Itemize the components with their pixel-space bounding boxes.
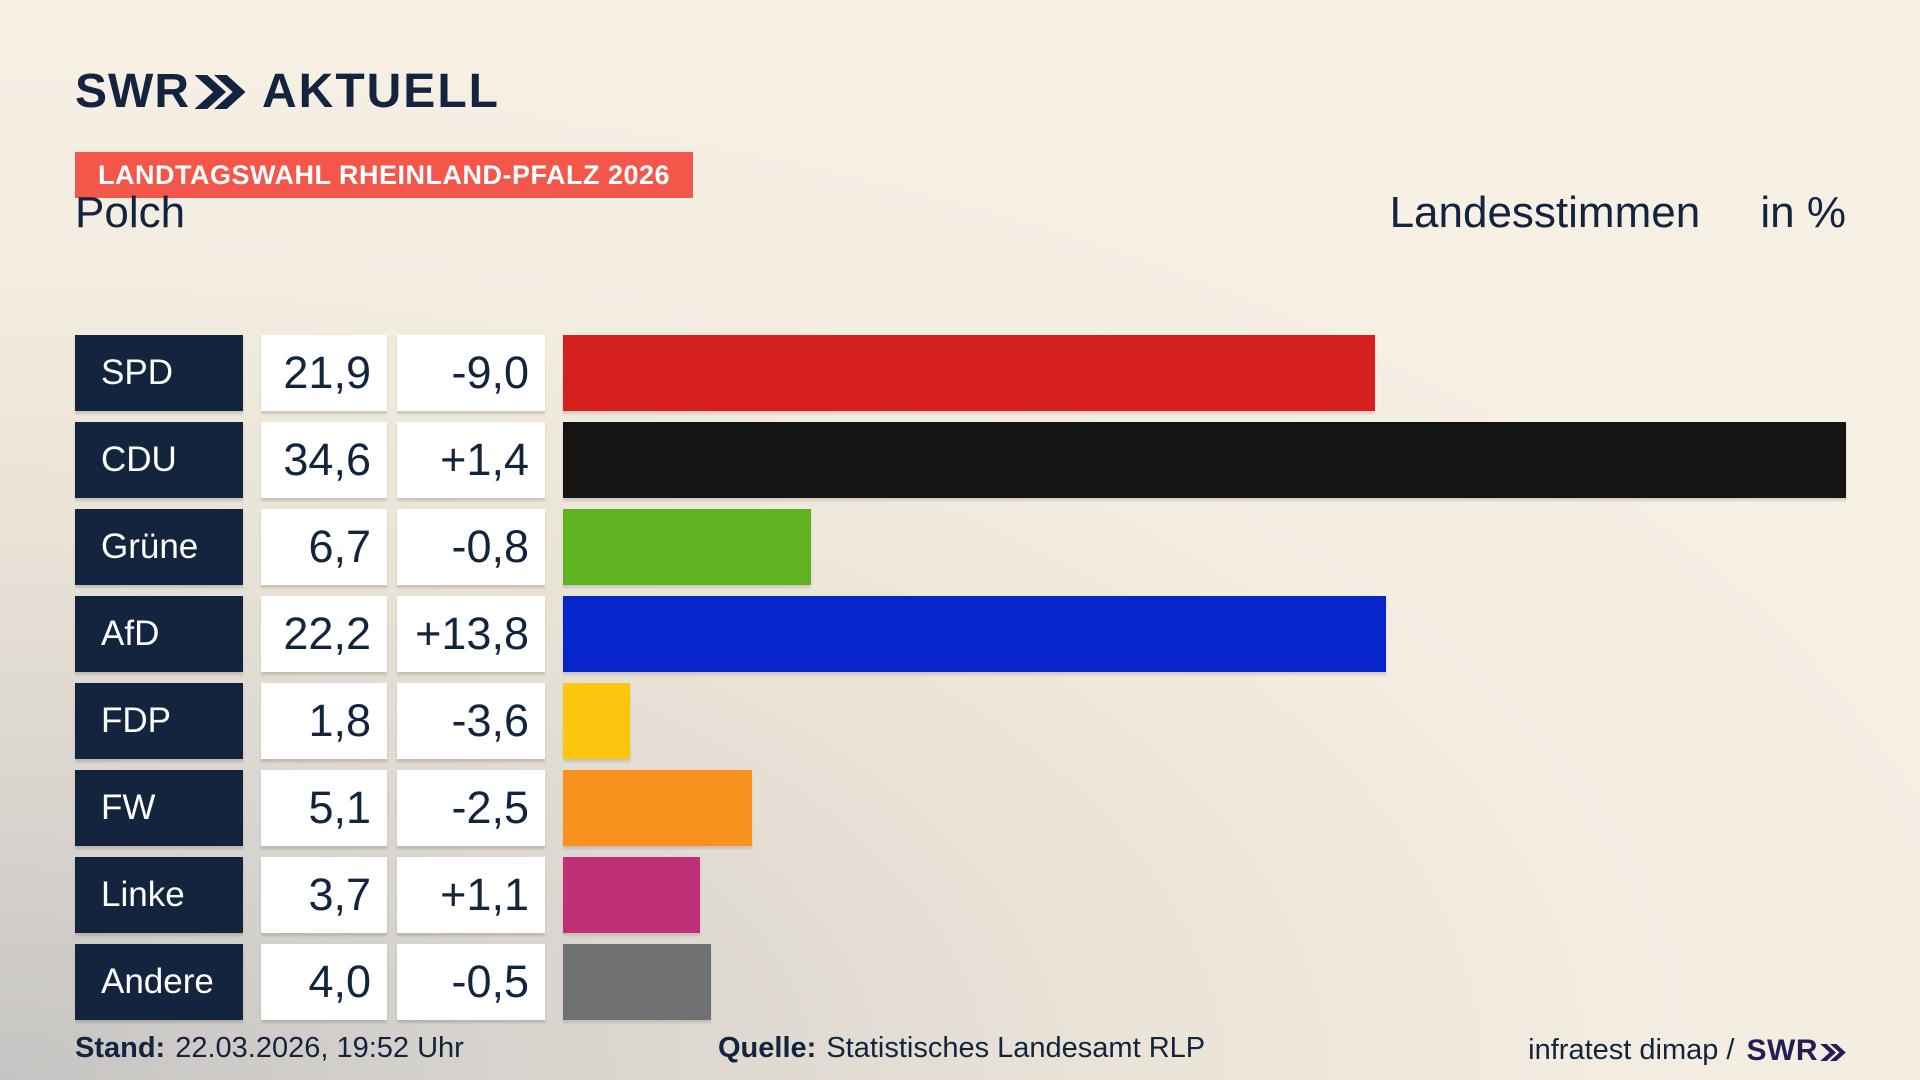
swr-credit-logo-text: SWR [1746,1033,1818,1067]
chart-row: Andere 4,0 -0,5 [0,944,1920,1020]
municipality-title: Polch [75,188,186,237]
credit-text: infratest dimap / [1528,1034,1735,1066]
party-change: +13,8 [397,596,545,672]
party-value: 5,1 [261,770,387,846]
party-change: -9,0 [397,335,545,411]
party-value: 1,8 [261,683,387,759]
party-result-bar [563,770,752,846]
chart-row: CDU 34,6 +1,4 [0,422,1920,498]
chart-row: FDP 1,8 -3,6 [0,683,1920,759]
vote-type-heading: Landesstimmen in % [1390,178,1846,248]
party-result-bar [563,596,1386,672]
party-result-bar [563,857,700,933]
party-result-bar [563,335,1375,411]
party-change: -0,5 [397,944,545,1020]
source-line: Quelle: Statistisches Landesamt RLP [718,1032,1205,1065]
stand-value: 22.03.2026, 19:52 Uhr [175,1032,464,1064]
chart-row: Linke 3,7 +1,1 [0,857,1920,933]
election-banner: LANDTAGSWAHL RHEINLAND-PFALZ 2026 [75,152,694,198]
source-value: Statistisches Landesamt RLP [826,1032,1206,1064]
party-label: FDP [75,683,243,759]
party-label: FW [75,770,243,846]
vote-type-label: Landesstimmen [1389,188,1701,237]
party-value: 21,9 [261,335,387,411]
party-change: -3,6 [397,683,545,759]
party-change: -2,5 [397,770,545,846]
party-change: +1,4 [397,422,545,498]
stand-timestamp: Stand: 22.03.2026, 19:52 Uhr [75,1032,464,1065]
party-result-bar [563,944,711,1020]
swr-logo-text: SWR [75,65,190,118]
party-result-bar [563,422,1846,498]
party-value: 3,7 [261,857,387,933]
party-change: +1,1 [397,857,545,933]
party-label: Linke [75,857,243,933]
chart-row: FW 5,1 -2,5 [0,770,1920,846]
credit-line: infratest dimap / SWR [1528,1032,1846,1069]
party-value: 4,0 [261,944,387,1020]
swr-credit-logo: SWR [1747,1032,1847,1069]
party-value: 6,7 [261,509,387,585]
party-label: AfD [75,596,243,672]
unit-label: in % [1760,188,1846,237]
source-label: Quelle: [718,1032,817,1064]
party-label: Grüne [75,509,243,585]
party-value: 34,6 [261,422,387,498]
stand-label: Stand: [75,1032,166,1064]
chart-row: AfD 22,2 +13,8 [0,596,1920,672]
double-chevron-icon [194,66,246,121]
party-result-bar [563,683,630,759]
party-change: -0,8 [397,509,545,585]
footer: Stand: 22.03.2026, 19:52 Uhr Quelle: Stati… [75,1032,1846,1072]
party-result-bar [563,509,811,585]
swr-aktuell-logo: SWR AKTUELL [75,62,500,121]
aktuell-logo-text: AKTUELL [261,65,500,118]
chart-row: Grüne 6,7 -0,8 [0,509,1920,585]
party-label: SPD [75,335,243,411]
chart-row: SPD 21,9 -9,0 [0,335,1920,411]
results-bar-chart: SPD 21,9 -9,0 CDU 34,6 +1,4 Grüne 6,7 -0,8 AfD 22,… [0,335,1920,1031]
title-row: Polch Landesstimmen in % [75,178,1846,248]
double-chevron-icon [1820,1035,1846,1069]
party-value: 22,2 [261,596,387,672]
party-label: Andere [75,944,243,1020]
party-label: CDU [75,422,243,498]
